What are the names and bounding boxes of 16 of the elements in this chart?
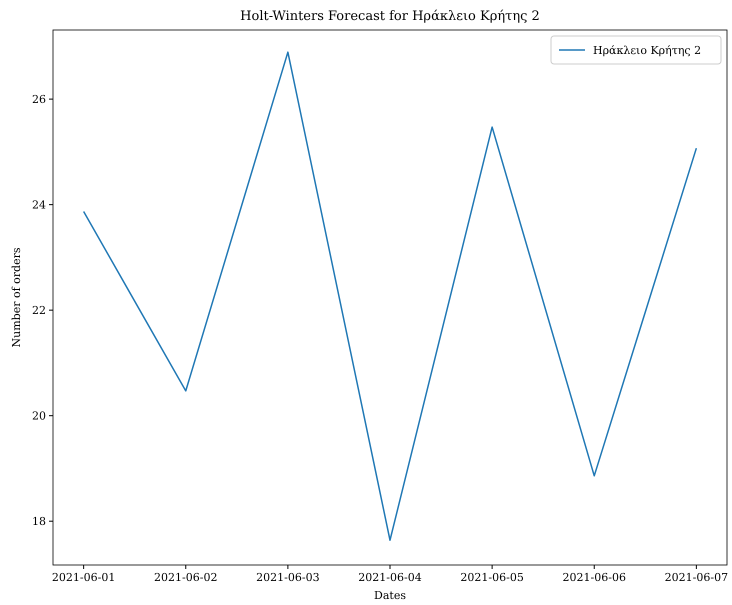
legend-label: Ηράκλειο Κρήτης 2 [593,44,702,57]
y-tick-label: 22 [32,304,46,318]
y-tick-label: 18 [32,515,46,528]
x-tick-label: 2021-06-02 [154,571,218,584]
x-tick-label: 2021-06-05 [460,571,524,584]
y-tick-label: 20 [32,410,46,423]
x-tick-label: 2021-06-04 [358,571,422,584]
x-tick-label: 2021-06-01 [52,571,116,584]
y-tick-label: 24 [32,198,46,212]
x-tick-label: 2021-06-07 [664,571,728,584]
x-axis-title: Dates [374,589,406,602]
y-tick-label: 26 [32,93,46,106]
x-tick-label: 2021-06-06 [562,571,626,584]
y-axis-title: Number of orders [10,247,23,348]
x-tick-label: 2021-06-03 [256,571,320,584]
chart-title: Holt-Winters Forecast for Ηράκλειο Κρήτης 2 [240,9,540,24]
